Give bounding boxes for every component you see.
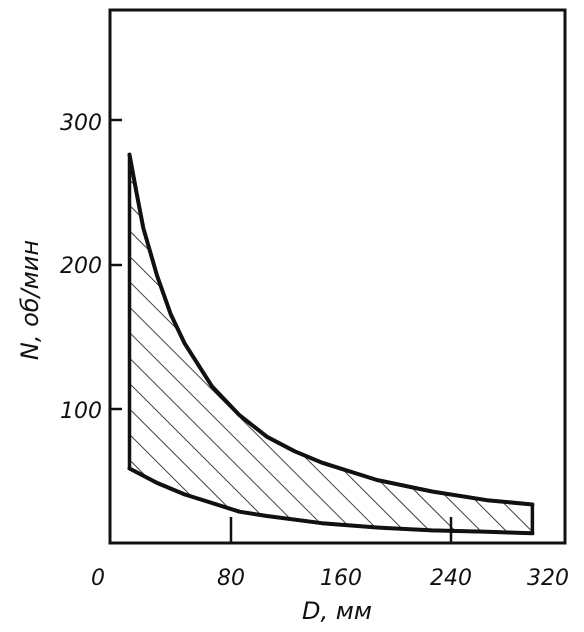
lower-boundary-line [127, 466, 535, 536]
y-axis-title: N, об/мин [16, 240, 44, 360]
upper-boundary-line [127, 152, 535, 507]
x-tick-labels: 0 80 160 240 320 [91, 566, 569, 591]
y-tick-label-100: 100 [60, 399, 102, 424]
data-band [127, 152, 535, 536]
x-tick-label-0: 0 [91, 566, 105, 591]
y-tick-labels: 100 200 300 [60, 111, 102, 424]
x-tick-label-80: 80 [217, 566, 245, 591]
x-axis-title: D, мм [302, 597, 372, 625]
x-tick-label-240: 240 [430, 566, 472, 591]
y-tick-label-200: 200 [60, 254, 102, 279]
y-tick-label-300: 300 [60, 111, 102, 136]
hatched-region [127, 152, 535, 536]
plot-frame [108, 8, 567, 545]
x-tick-label-320: 320 [527, 566, 569, 591]
x-tick-label-160: 160 [320, 566, 362, 591]
